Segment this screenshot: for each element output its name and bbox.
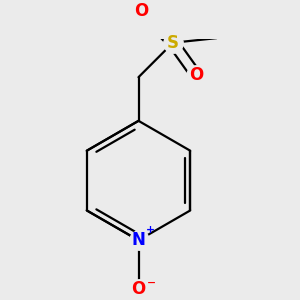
Text: S: S	[167, 34, 179, 52]
Text: O: O	[134, 2, 148, 20]
Text: −: −	[147, 278, 156, 288]
Text: O: O	[189, 66, 203, 84]
Text: O: O	[131, 280, 146, 298]
Text: N: N	[132, 231, 145, 249]
Text: +: +	[146, 225, 154, 235]
